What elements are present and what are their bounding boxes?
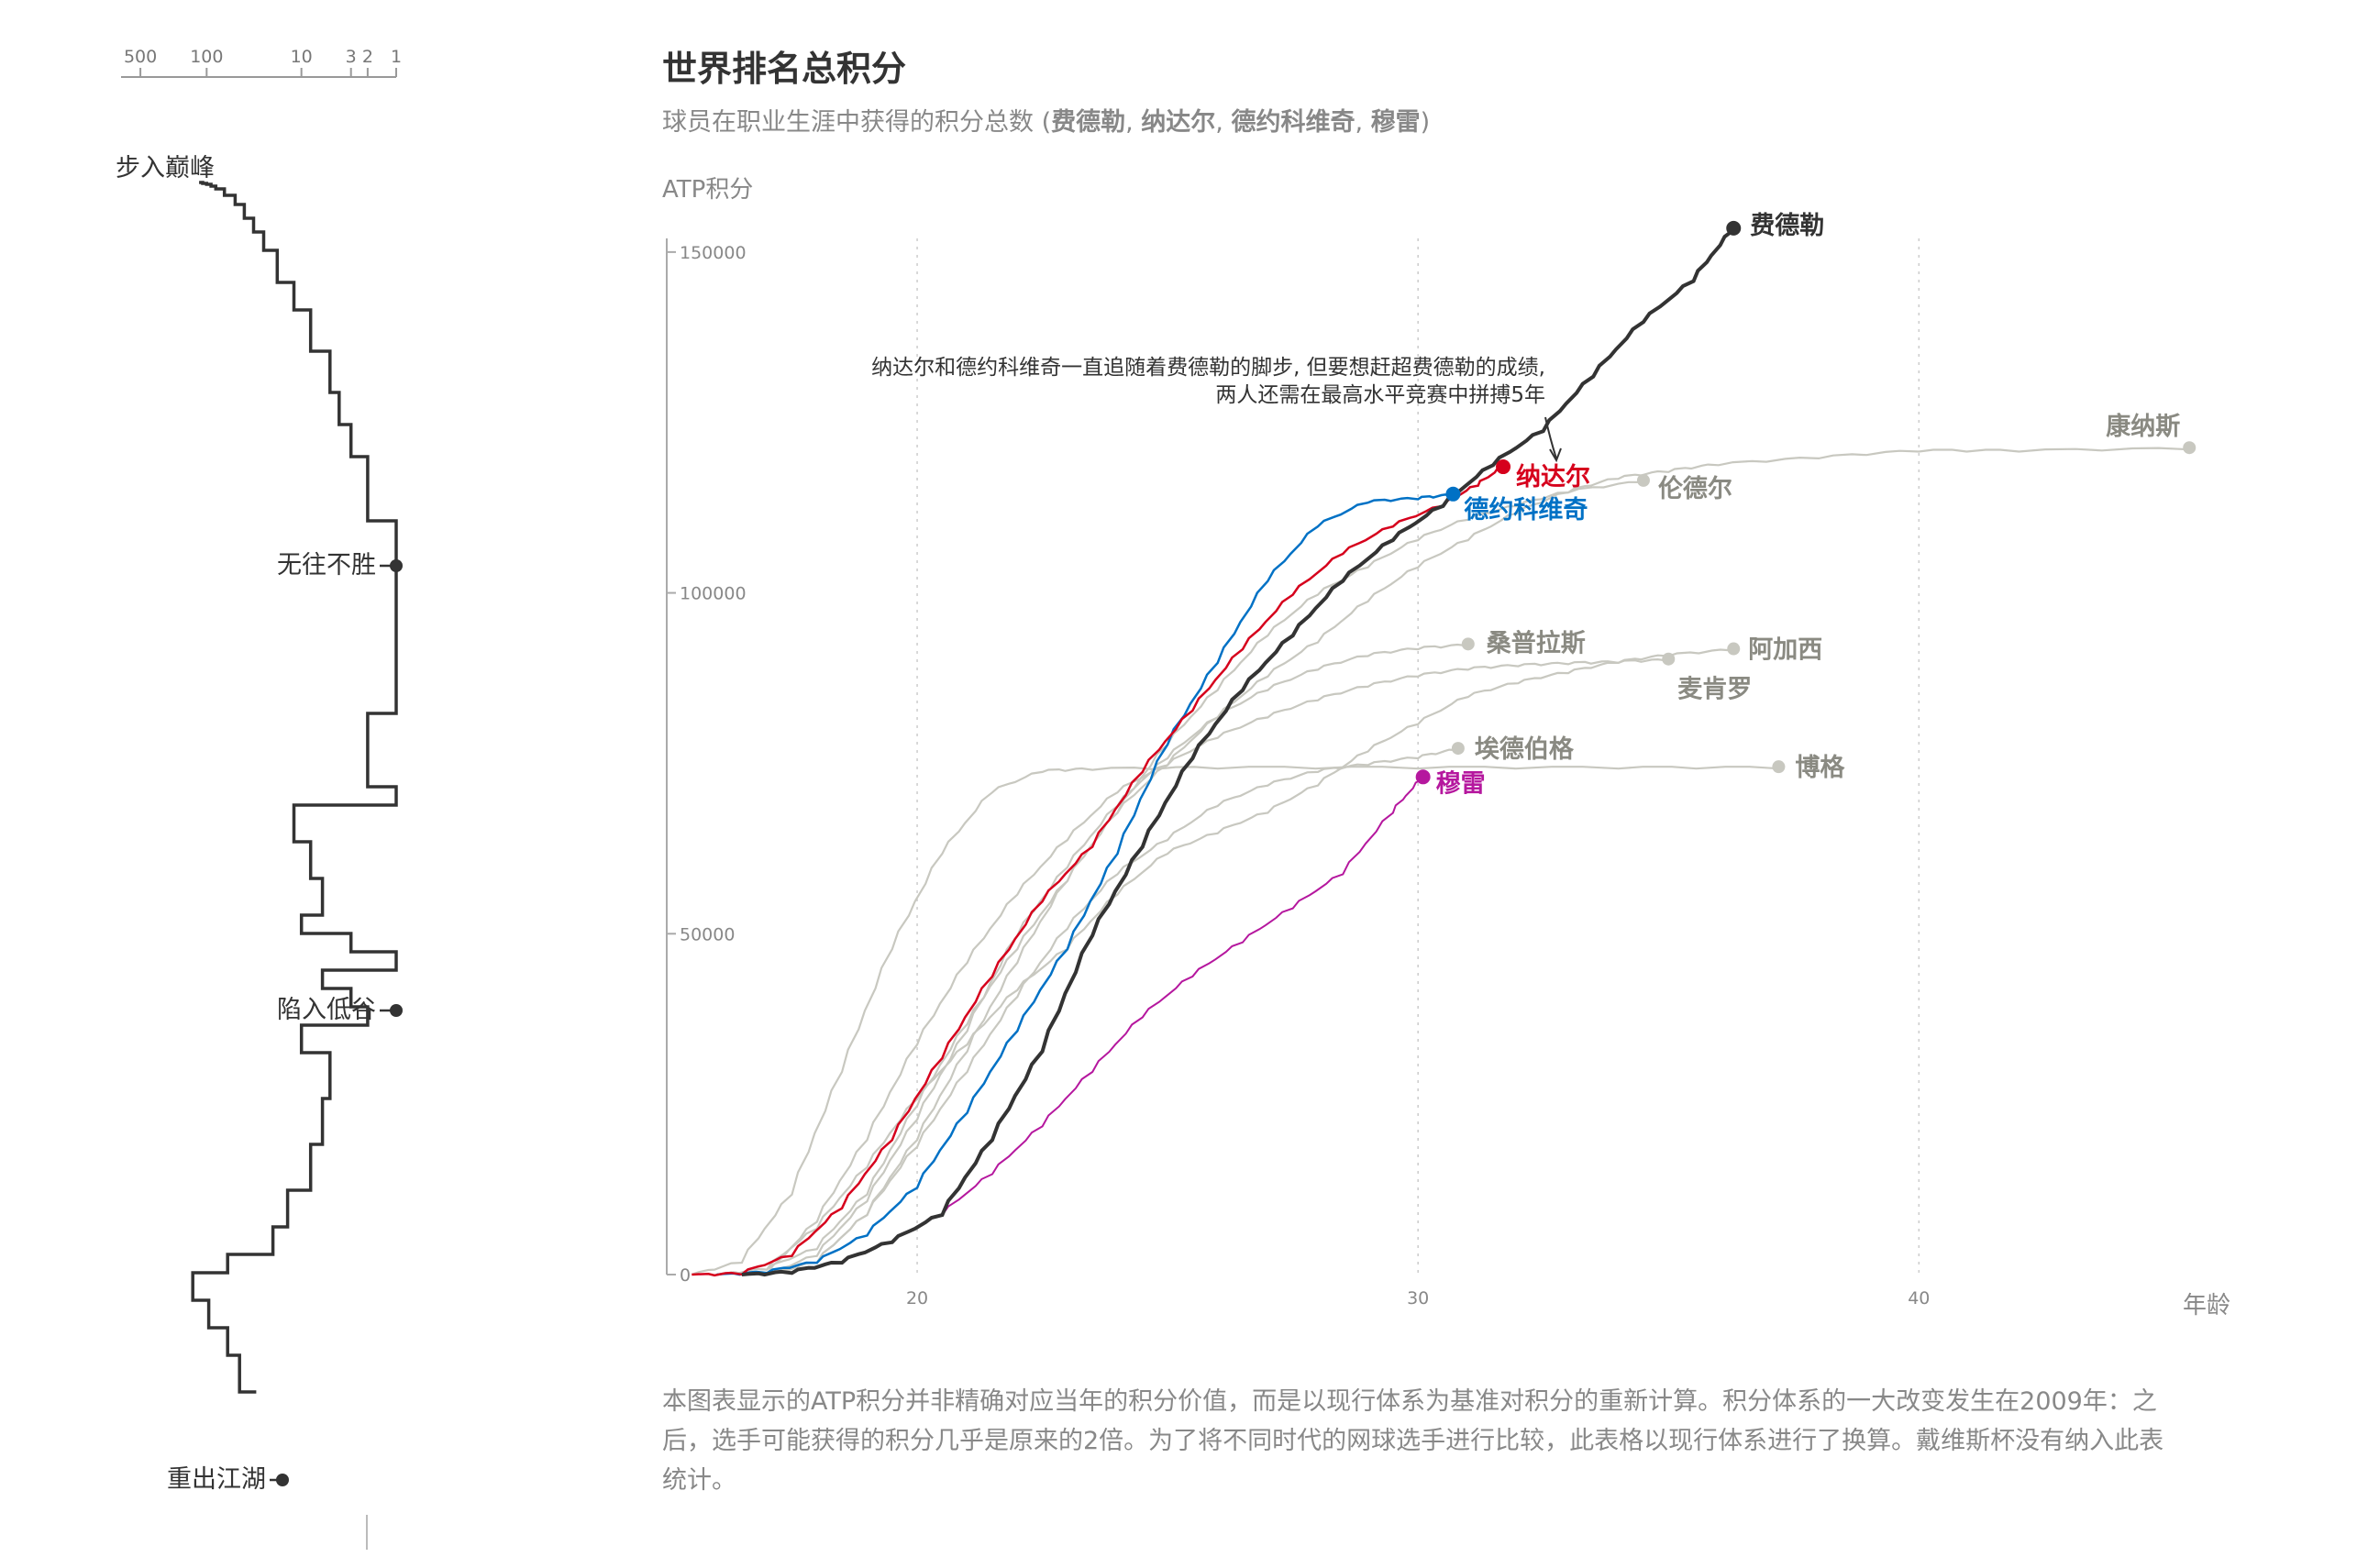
rank-tick-label: 3	[346, 47, 357, 67]
footnote-line-1: 本图表显示的ATP积分并非精确对应当年的积分价值，而是以现行体系为基准对积分的重…	[662, 1387, 2157, 1416]
rank-tick-label: 1	[391, 47, 402, 67]
x-tick-label: 20	[906, 1288, 928, 1309]
rank-tick-label: 500	[124, 47, 157, 67]
y-tick-label: 150000	[680, 243, 747, 263]
y-tick-label: 0	[680, 1265, 691, 1286]
rank-tick-label: 10	[291, 47, 313, 67]
other-label-3: 阿加西	[1748, 636, 1822, 665]
rank-tick-label: 100	[190, 47, 223, 67]
y-axis-label: ATP积分	[662, 176, 753, 204]
rank-axis-ticks: 500 100 10 3 2 1	[124, 47, 402, 77]
chart-title: 世界排名总积分	[662, 49, 906, 89]
other-line-3	[716, 648, 1734, 1276]
other-end-dot-4	[1662, 652, 1676, 666]
x-tick-label: 30	[1407, 1288, 1429, 1309]
subtitle-sep: ,	[1355, 108, 1370, 137]
other-label-1: 伦德尔	[1658, 474, 1732, 503]
x-axis-label: 年龄	[2183, 1292, 2230, 1320]
rank-phase-label-3: 重出江湖	[167, 1465, 266, 1494]
rank-profile-line	[191, 181, 398, 1394]
footnote-line-3: 统计。	[662, 1466, 736, 1495]
x-axis-ticks: 20 30 40	[906, 1288, 1930, 1309]
other-label-5: 埃德伯格	[1475, 735, 1575, 764]
annotation-arrow-head	[1549, 447, 1562, 463]
rank-phase-dot-1	[390, 559, 403, 572]
y-tick-label: 50000	[680, 924, 735, 944]
series-end-dot-3	[1415, 769, 1431, 785]
other-line-6	[691, 766, 1779, 1276]
other-label-2: 桑普拉斯	[1487, 628, 1586, 657]
subtitle-sep: ,	[1215, 108, 1231, 137]
other-label-4: 麦肯罗	[1677, 676, 1752, 704]
other-end-dot-5	[1451, 742, 1465, 756]
other-line-0	[716, 447, 2190, 1276]
series-end-dot-2	[1445, 486, 1461, 502]
subtitle-name-djokovic: 德约科维奇	[1231, 108, 1355, 137]
series-label-2: 德约科维奇	[1464, 496, 1588, 525]
subtitle-prefix: 球员在职业生涯中获得的积分总数 (	[662, 108, 1051, 137]
rank-phase-dot-3	[276, 1474, 289, 1486]
other-end-dot-6	[1772, 760, 1786, 774]
annotation-arrow	[1544, 416, 1557, 459]
subtitle-sep: ,	[1125, 108, 1141, 137]
subtitle-name-murray: 穆雷	[1371, 108, 1421, 137]
annotation-line-1: 纳达尔和德约科维奇一直追随着费德勒的脚步, 但要想赶超费德勒的成绩,	[871, 356, 1545, 380]
subtitle-suffix: )	[1421, 108, 1431, 137]
other-end-dot-1	[1636, 473, 1650, 487]
rank-phase-label-0: 步入巅峰	[116, 154, 215, 182]
rank-tick-label: 2	[362, 47, 373, 67]
other-end-dot-0	[2183, 441, 2196, 455]
other-line-1	[766, 480, 1644, 1276]
subtitle-name-nadal: 纳达尔	[1141, 107, 1215, 137]
other-label-6: 博格	[1795, 753, 1845, 782]
series-label-0: 费德勒	[1750, 212, 1824, 240]
other-players-lines	[691, 441, 2196, 1276]
other-end-dot-2	[1461, 637, 1475, 651]
series-line-2	[716, 493, 1454, 1276]
subtitle-name-federer: 费德勒	[1051, 108, 1125, 137]
y-tick-label: 100000	[680, 584, 747, 604]
series-line-1	[692, 467, 1504, 1277]
y-axis-ticks: 0 50000 100000 150000	[667, 243, 747, 1286]
annotation-line-2: 两人还需在最高水平竞赛中拼搏5年	[1215, 383, 1545, 407]
series-line-0	[741, 228, 1735, 1277]
other-line-4	[766, 657, 1669, 1275]
rank-phase-dot-2	[390, 1004, 403, 1017]
series-label-3: 穆雷	[1436, 769, 1486, 798]
series-end-dot-0	[1726, 220, 1742, 236]
other-end-dot-3	[1727, 642, 1741, 656]
series-end-dot-1	[1496, 459, 1511, 475]
chart-subtitle: 球员在职业生涯中获得的积分总数 (费德勒, 纳达尔, 德约科维奇, 穆雷)	[662, 107, 1430, 137]
series-label-1: 纳达尔	[1516, 462, 1590, 491]
rank-phase-label-2: 陷入低谷	[277, 996, 376, 1024]
highlighted-players-lines	[692, 220, 1742, 1277]
footnote-line-2: 后，选手可能获得的积分几乎是原来的2倍。为了将不同时代的网球选手进行比较，此表格…	[662, 1427, 2163, 1455]
other-line-5	[766, 748, 1458, 1276]
x-tick-label: 40	[1908, 1288, 1930, 1309]
other-label-0: 康纳斯	[2106, 412, 2180, 441]
rank-phase-label-1: 无往不胜	[277, 551, 376, 580]
